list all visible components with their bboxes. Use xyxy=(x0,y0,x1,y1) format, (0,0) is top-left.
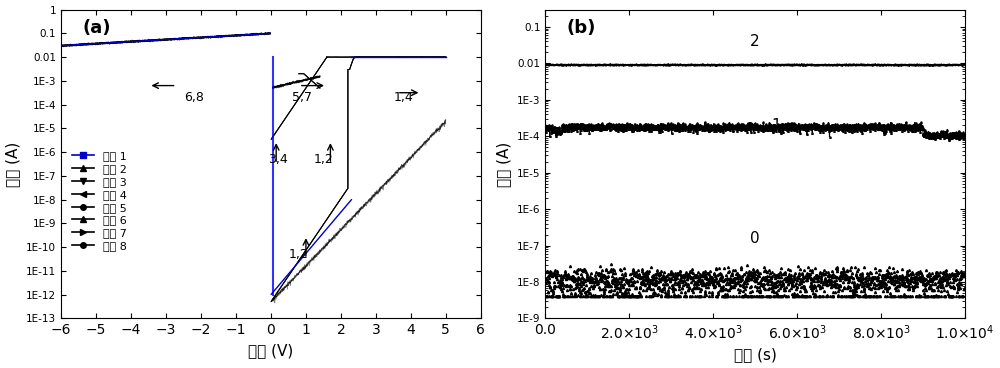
Text: 1,2: 1,2 xyxy=(289,248,309,261)
Text: (a): (a) xyxy=(82,19,111,37)
Text: 2: 2 xyxy=(750,34,760,49)
Legend: 扭描 1, 扭描 2, 扭描 3, 扭描 4, 扭描 5, 扭描 6, 扭描 7, 扭描 8: 扭描 1, 扭描 2, 扭描 3, 扭描 4, 扭描 5, 扭描 6, 扭描 7… xyxy=(71,150,128,252)
Text: (b): (b) xyxy=(566,19,596,37)
X-axis label: 时间 (s): 时间 (s) xyxy=(734,347,777,362)
Text: 1: 1 xyxy=(771,118,781,133)
X-axis label: 电压 (V): 电压 (V) xyxy=(248,343,294,358)
Text: 1,4: 1,4 xyxy=(394,91,414,104)
Text: 5,7: 5,7 xyxy=(292,91,312,104)
Y-axis label: 电流 (A): 电流 (A) xyxy=(6,141,21,187)
Text: 1,2: 1,2 xyxy=(314,153,333,166)
Text: 6,8: 6,8 xyxy=(184,91,204,104)
Text: 3,4: 3,4 xyxy=(268,153,288,166)
Y-axis label: 电流 (A): 电流 (A) xyxy=(496,141,511,187)
Text: 0: 0 xyxy=(750,231,760,246)
